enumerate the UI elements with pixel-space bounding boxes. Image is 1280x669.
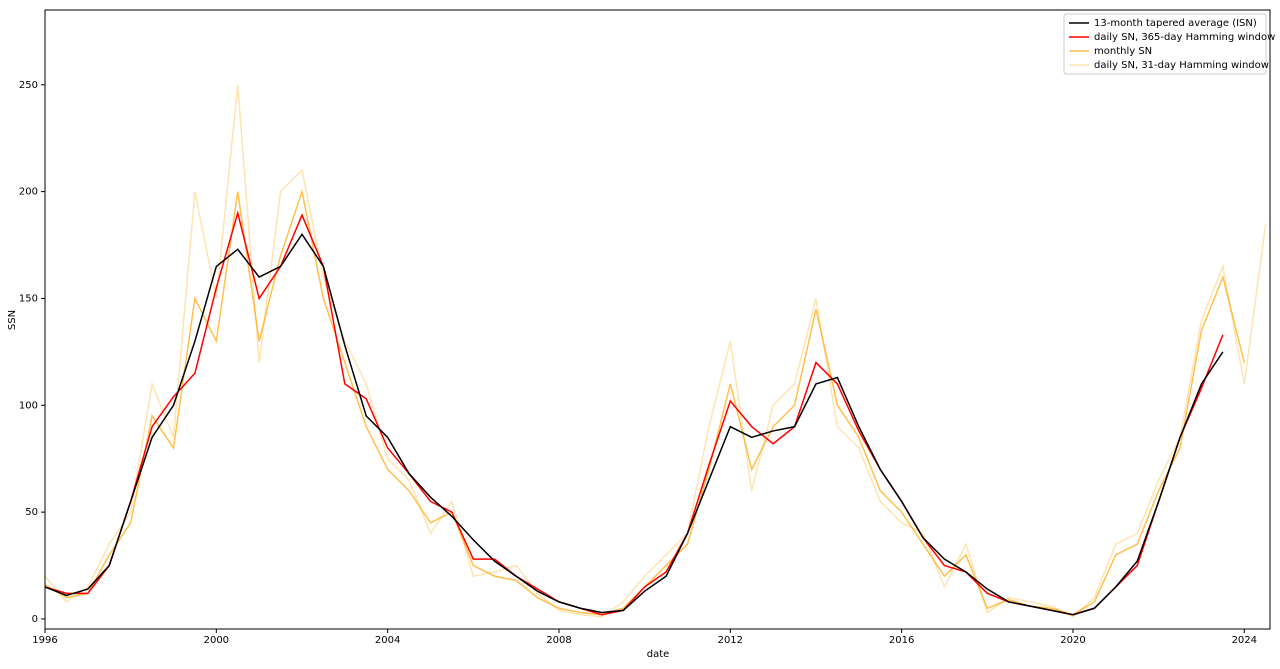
x-tick-label: 2000 <box>204 635 229 646</box>
y-tick-label: 200 <box>19 187 38 198</box>
x-tick-label: 2004 <box>375 635 400 646</box>
x-tick-label: 2020 <box>1060 635 1085 646</box>
y-tick-label: 100 <box>19 400 38 411</box>
series-line <box>44 210 1224 616</box>
y-axis-label: SSN <box>7 310 18 330</box>
series-line <box>44 84 1267 618</box>
y-tick-label: 0 <box>32 614 38 625</box>
series-line <box>44 233 1224 616</box>
x-tick-label: 2016 <box>889 635 914 646</box>
legend-box <box>1063 13 1267 75</box>
x-tick-label: 1996 <box>32 635 57 646</box>
legend-label: daily SN, 31-day Hamming window <box>1094 60 1269 71</box>
x-tick-label: 2024 <box>1232 635 1257 646</box>
legend-label: monthly SN <box>1094 46 1152 57</box>
legend-label: 13-month tapered average (ISN) <box>1094 18 1257 29</box>
x-axis-label: date <box>647 649 670 660</box>
legend-label: daily SN, 365-day Hamming window <box>1094 32 1275 43</box>
y-tick-label: 50 <box>25 507 38 518</box>
series-line <box>44 188 1246 616</box>
y-tick-label: 250 <box>19 80 38 91</box>
y-tick-label: 150 <box>19 293 38 304</box>
plot-frame <box>44 9 1271 630</box>
x-tick-label: 2012 <box>718 635 743 646</box>
x-tick-label: 2008 <box>546 635 571 646</box>
